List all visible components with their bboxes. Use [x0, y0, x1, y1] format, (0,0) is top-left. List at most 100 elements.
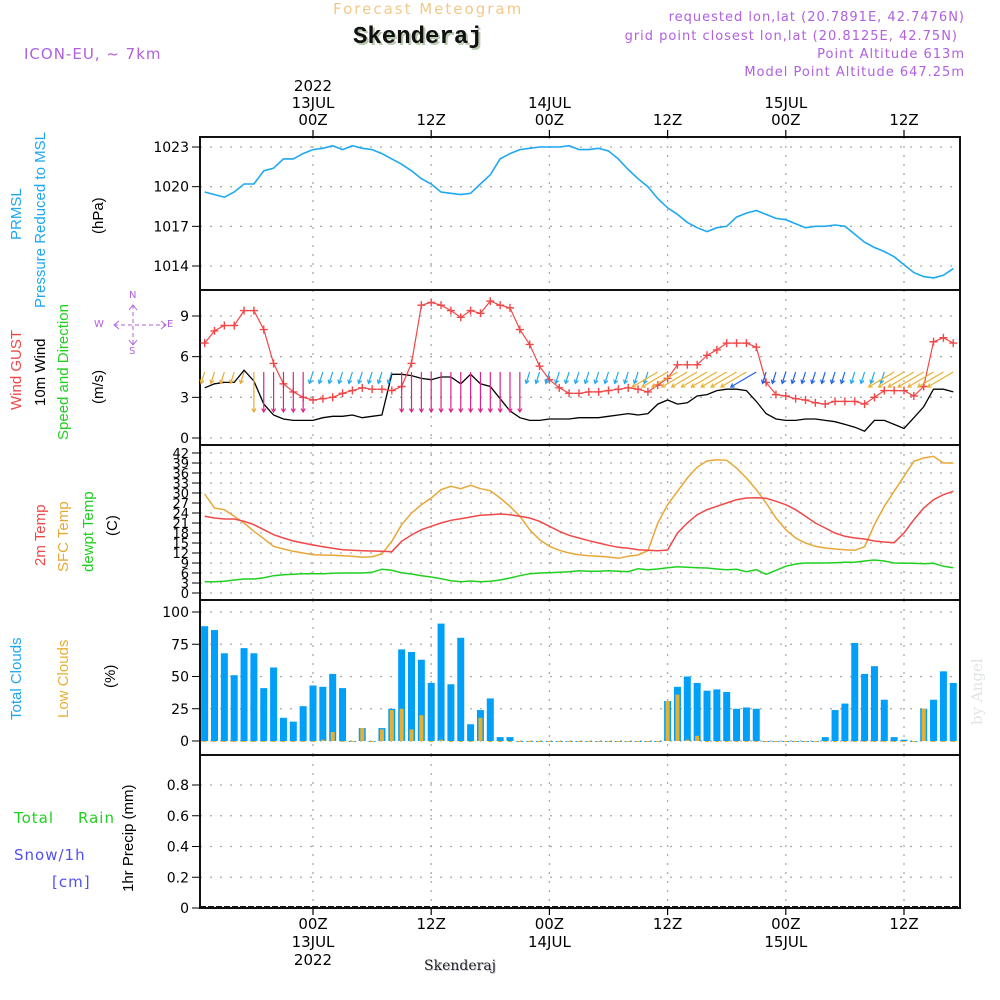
- wind-arrowhead: [710, 383, 716, 388]
- wind-arrowhead: [867, 383, 873, 388]
- wind-arrowhead: [307, 379, 313, 385]
- wind-direction-arrow: [210, 371, 216, 384]
- low-cloud-bar: [645, 741, 650, 742]
- top-time-label: 12Z: [653, 111, 682, 129]
- wind-direction-arrow: [700, 371, 728, 388]
- low-cloud-bar: [271, 741, 276, 742]
- total-cloud-bar: [260, 688, 268, 741]
- y-tick-label: 27: [172, 497, 189, 512]
- gust-marker: [368, 385, 377, 394]
- gust-marker: [358, 383, 367, 392]
- low-cloud-bar: [714, 741, 719, 742]
- total-cloud-bar: [319, 686, 327, 741]
- gust-marker: [712, 345, 721, 354]
- wind-direction-arrow: [830, 371, 836, 384]
- low-cloud-bar: [606, 741, 611, 742]
- gust-marker: [496, 301, 505, 310]
- low-cloud-bar: [576, 741, 581, 742]
- total-cloud-bar: [211, 630, 218, 741]
- gust-marker: [417, 301, 426, 310]
- total-cloud-bar: [506, 737, 514, 741]
- low-cloud-bar: [685, 739, 690, 741]
- wind-direction-arrow: [525, 371, 531, 384]
- series: [199, 144, 960, 908]
- wind-arrowhead: [583, 379, 589, 385]
- low-cloud-bar: [498, 741, 503, 742]
- total-cloud-bar: [851, 642, 859, 741]
- total-cloud-bar: [861, 673, 869, 741]
- wind-arrowhead: [897, 383, 903, 388]
- gust-marker: [456, 313, 465, 322]
- gust-marker: [811, 398, 820, 407]
- gust-marker: [328, 393, 337, 402]
- wind-arrowhead: [280, 408, 287, 414]
- wind-arrowhead: [300, 408, 306, 414]
- total-cloud-bar: [742, 707, 750, 741]
- wind-arrowhead: [849, 379, 855, 385]
- low-cloud-bar: [734, 741, 739, 742]
- t2m-line: [204, 490, 954, 553]
- pressure-line: [204, 144, 954, 279]
- bottom-time-label: 12Z: [417, 915, 446, 933]
- gust-marker: [535, 362, 544, 371]
- y-tick-label: 25: [171, 702, 189, 718]
- axes: 1014101710201023036903691215182124273033…: [153, 140, 200, 917]
- wind-arrowhead: [458, 408, 464, 414]
- wind-direction-arrow: [555, 371, 560, 384]
- gust-marker: [840, 397, 849, 406]
- wind-arrowhead: [859, 379, 865, 385]
- point-altitude: Point Altitude 613m: [817, 47, 965, 62]
- gust-marker: [643, 387, 652, 396]
- wind-arrowhead: [603, 379, 609, 385]
- total-cloud-bar: [299, 706, 307, 741]
- low-cloud-bar: [783, 741, 788, 742]
- low-cloud-bar: [773, 741, 778, 742]
- wind-arrowhead: [487, 408, 493, 414]
- wind-arrowhead: [632, 379, 638, 385]
- wind-arrowhead: [386, 379, 392, 385]
- low-cloud-bar: [527, 741, 532, 742]
- gust-marker: [752, 343, 761, 352]
- gust-marker: [880, 386, 889, 395]
- wind-direction-arrow: [791, 371, 797, 384]
- gust-marker: [890, 386, 899, 395]
- total-cloud-bar: [870, 666, 878, 741]
- low-cloud-bar: [626, 741, 631, 742]
- y-tick-label: 0.2: [167, 870, 189, 886]
- wind-arrowhead: [907, 383, 913, 388]
- wind-direction-arrow: [358, 371, 363, 384]
- y-tick-label: 39: [172, 457, 189, 472]
- total-cloud-bar: [279, 717, 287, 741]
- snow-label: Snow/1h: [14, 846, 86, 864]
- y-tick-label: 75: [171, 637, 189, 653]
- low-cloud-bar: [232, 741, 237, 742]
- wind-direction-arrow: [348, 371, 353, 384]
- wind-arrowhead: [641, 383, 647, 388]
- y-tick-label: 6: [180, 350, 189, 366]
- y-tick-label: 3: [181, 577, 189, 592]
- total-cloud-bar: [831, 710, 839, 741]
- y-tick-label: 0: [180, 734, 189, 750]
- wind-direction-arrow: [367, 371, 373, 384]
- top-time-label: 2022: [294, 77, 332, 95]
- wind-arrowhead: [238, 379, 244, 385]
- y-tick-label: 15: [172, 537, 189, 552]
- gust-marker: [565, 389, 574, 398]
- low-cloud-bar: [547, 741, 552, 742]
- low-cloud-bar: [202, 741, 207, 742]
- wind-arrowhead: [199, 379, 205, 385]
- gust-marker: [673, 360, 682, 369]
- gust-marker: [338, 389, 347, 398]
- gust-marker: [742, 339, 751, 348]
- low-cloud-bar: [311, 741, 315, 742]
- low-cloud-bar: [281, 741, 286, 742]
- chart-title: Skenderaj: [353, 24, 483, 51]
- top-time-label: 14JUL: [528, 94, 571, 112]
- wind-direction-arrow: [633, 371, 639, 384]
- total-cloud-bar: [467, 724, 475, 741]
- y-tick-label: 9: [180, 309, 189, 325]
- wind-direction-arrow: [328, 371, 334, 384]
- bottom-time-label: 2022: [294, 951, 332, 969]
- wind-arrowhead: [780, 379, 786, 385]
